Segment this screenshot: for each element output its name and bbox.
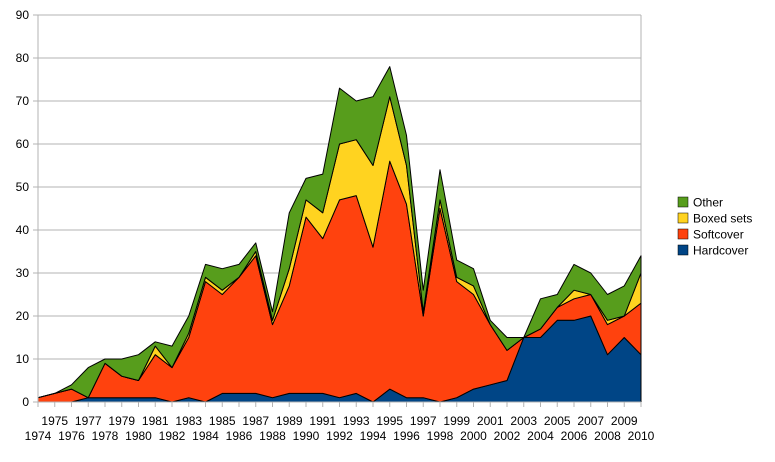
x-tick-label: 1977 — [75, 414, 102, 428]
x-tick-label: 1978 — [92, 429, 119, 443]
x-tick-label: 1981 — [142, 414, 169, 428]
y-tick-label: 80 — [16, 51, 30, 65]
legend-label-softcover: Softcover — [693, 228, 744, 242]
x-tick-label: 2003 — [510, 414, 537, 428]
x-tick-label: 1979 — [108, 414, 135, 428]
legend-swatch-other — [677, 196, 689, 208]
x-tick-label: 2006 — [561, 429, 588, 443]
y-tick-label: 70 — [16, 94, 30, 108]
x-tick-label: 1982 — [159, 429, 186, 443]
x-tick-label: 1983 — [175, 414, 202, 428]
x-tick-label: 1988 — [259, 429, 286, 443]
x-tick-label: 1980 — [125, 429, 152, 443]
x-tick-label: 2009 — [611, 414, 638, 428]
x-tick-label: 1976 — [58, 429, 85, 443]
x-tick-label: 2008 — [594, 429, 621, 443]
legend-label-other: Other — [693, 196, 723, 210]
y-tick-label: 90 — [16, 8, 30, 22]
x-tick-label: 2010 — [628, 429, 655, 443]
x-tick-label: 1986 — [226, 429, 253, 443]
x-tick-label: 1995 — [376, 414, 403, 428]
x-tick-label: 1998 — [427, 429, 454, 443]
x-tick-label: 1987 — [242, 414, 269, 428]
x-tick-label: 1989 — [276, 414, 303, 428]
y-tick-label: 50 — [16, 180, 30, 194]
x-tick-label: 1992 — [326, 429, 353, 443]
x-tick-label: 1975 — [41, 414, 68, 428]
y-tick-label: 60 — [16, 137, 30, 151]
area-series — [37, 66, 642, 403]
y-tick-label: 20 — [16, 309, 30, 323]
x-tick-label: 2004 — [527, 429, 554, 443]
legend: Other Boxed sets Softcover Hardcover — [677, 196, 752, 258]
x-tick-label: 2002 — [494, 429, 521, 443]
x-tick-label: 1993 — [343, 414, 370, 428]
y-tick-labels: 0 10 20 30 40 50 60 70 80 90 — [16, 8, 30, 409]
x-tick-label: 1999 — [443, 414, 470, 428]
x-tick-label: 1985 — [209, 414, 236, 428]
legend-swatch-boxed-sets — [677, 212, 689, 224]
y-tick-label: 40 — [16, 223, 30, 237]
x-tick-label: 2001 — [477, 414, 504, 428]
legend-label-hardcover: Hardcover — [693, 244, 748, 258]
y-tick-label: 30 — [16, 266, 30, 280]
x-tick-labels: 1974197519761977197819791980198119821983… — [25, 414, 655, 443]
x-tick-label: 2005 — [544, 414, 571, 428]
x-tick-label: 1990 — [293, 429, 320, 443]
x-tick-label: 1991 — [309, 414, 336, 428]
legend-swatch-hardcover — [677, 244, 689, 256]
area-series-other — [37, 66, 642, 399]
x-tick-label: 2000 — [460, 429, 487, 443]
y-tick-label: 0 — [22, 395, 29, 409]
y-tick-label: 10 — [16, 352, 30, 366]
x-tick-label: 1984 — [192, 429, 219, 443]
x-tick-label: 1994 — [360, 429, 387, 443]
legend-swatch-softcover — [677, 228, 689, 240]
axes — [33, 14, 642, 407]
x-tick-label: 2007 — [577, 414, 604, 428]
legend-label-boxed-sets: Boxed sets — [693, 212, 752, 226]
x-tick-label: 1974 — [25, 429, 52, 443]
x-tick-label: 1996 — [393, 429, 420, 443]
x-tick-label: 1997 — [410, 414, 437, 428]
